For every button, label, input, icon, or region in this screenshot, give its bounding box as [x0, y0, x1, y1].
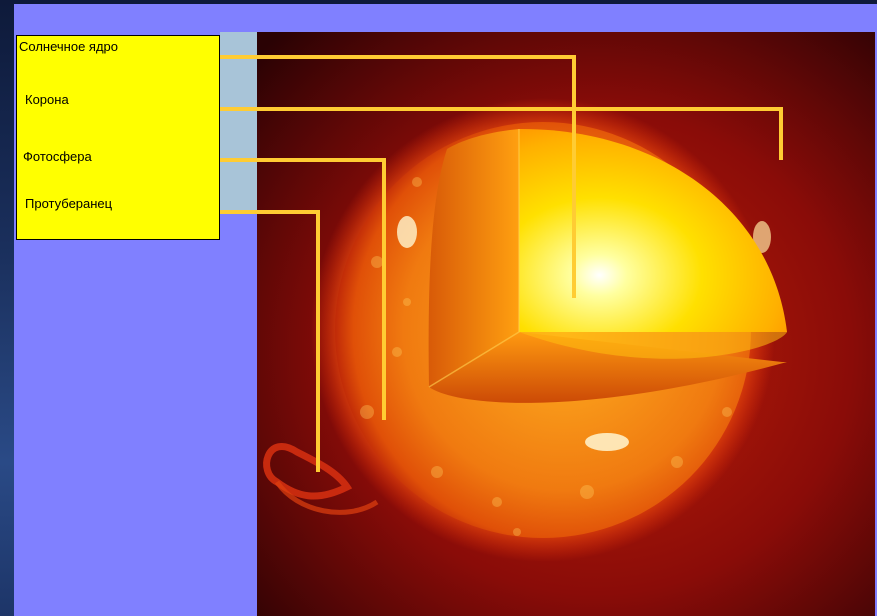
label-core: Солнечное ядро [19, 39, 119, 54]
sun-cutaway-image [257, 32, 875, 616]
leader-line-prominence [220, 210, 320, 472]
leader-line-photosphere [220, 158, 386, 420]
label-corona: Корона [25, 92, 69, 107]
leader-line-core [220, 55, 576, 298]
gray-strip [220, 32, 257, 212]
label-box: Солнечное ядро Корона Фотосфера Протубер… [16, 35, 220, 240]
label-photosphere: Фотосфера [23, 149, 92, 164]
leader-line-corona [220, 107, 783, 160]
label-prominence: Протуберанец [25, 196, 113, 211]
